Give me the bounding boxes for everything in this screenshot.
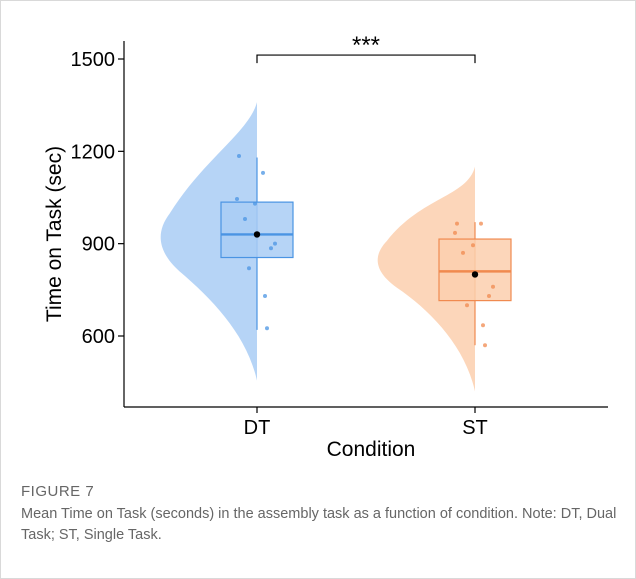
data-point — [483, 343, 487, 348]
data-point — [269, 246, 273, 251]
box-st — [438, 238, 512, 302]
data-point — [471, 243, 475, 248]
mean-point-dt — [253, 231, 261, 238]
data-point — [261, 170, 265, 175]
data-point — [237, 153, 241, 158]
chart: 600 900 1200 1500 DT ST Condition Time on Task … — [43, 32, 608, 461]
data-point — [461, 250, 465, 255]
data-point — [455, 221, 459, 226]
y-tick-label: 900 — [82, 234, 115, 256]
significance-stars: *** — [352, 32, 380, 59]
x-tick-label: DT — [244, 417, 271, 439]
data-point — [235, 197, 239, 202]
violin-dt — [160, 102, 257, 381]
significance-bracket — [256, 54, 476, 64]
data-point — [481, 323, 485, 328]
figure-caption: FIGURE 7 Mean Time on Task (seconds) in … — [21, 483, 621, 546]
y-axis-title: Time on Task (sec) — [43, 146, 66, 322]
data-point — [243, 217, 247, 222]
data-point — [253, 201, 257, 206]
data-point — [273, 241, 277, 246]
data-point — [247, 266, 251, 271]
y-tick-label: 600 — [82, 326, 115, 348]
x-axis-title: Condition — [327, 438, 416, 461]
mean-point-st — [471, 271, 479, 278]
data-point — [491, 284, 495, 289]
figure-label: FIGURE 7 — [21, 483, 95, 500]
data-point — [479, 221, 483, 226]
box-dt — [220, 201, 294, 259]
x-tick-label: ST — [462, 417, 488, 439]
data-point — [265, 326, 269, 331]
violin-st — [377, 166, 475, 392]
caption-text: Mean Time on Task (seconds) in the assem… — [21, 506, 617, 543]
y-tick-label: 1200 — [71, 141, 116, 163]
data-point — [453, 230, 457, 235]
data-point — [263, 293, 267, 298]
y-tick-label: 1500 — [71, 49, 116, 71]
data-point — [487, 293, 491, 298]
data-point — [465, 303, 469, 308]
